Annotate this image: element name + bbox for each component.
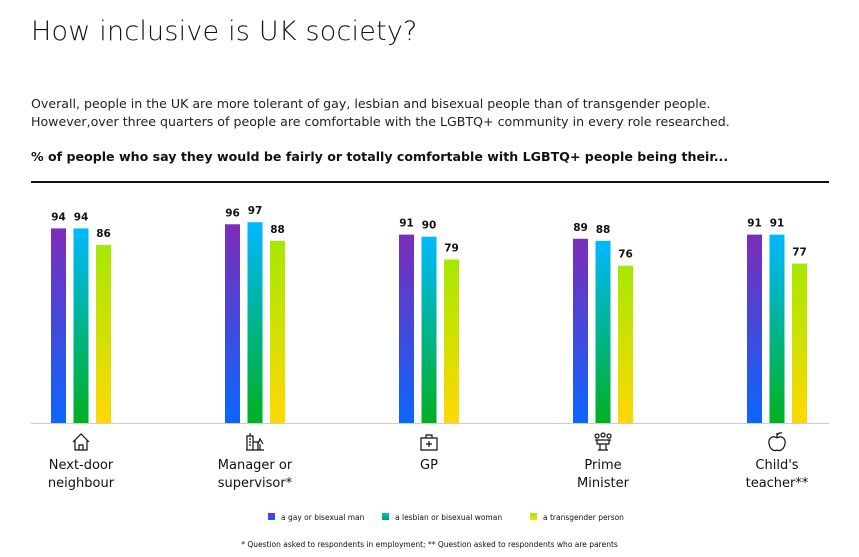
bar: [618, 265, 633, 423]
bar: [225, 224, 240, 423]
house-icon: [72, 433, 90, 451]
description-line: However,over three quarters of people ar…: [31, 114, 730, 129]
apple-icon: [768, 432, 786, 452]
legend-label: a lesbian or bisexual woman: [395, 513, 502, 522]
category-label: Child's: [755, 458, 798, 473]
data-label: 91: [747, 218, 762, 230]
podium-icon: [594, 432, 612, 451]
legend-swatch: [382, 513, 389, 520]
category-label: supervisor*: [218, 476, 293, 491]
data-label: 91: [399, 218, 414, 230]
bar: [573, 238, 588, 423]
category-label: GP: [420, 458, 438, 473]
data-label: 96: [225, 207, 240, 219]
category-label: Prime: [584, 458, 621, 473]
data-label: 77: [792, 247, 807, 259]
bar: [96, 244, 111, 423]
description-line: Overall, people in the UK are more toler…: [31, 96, 711, 111]
data-label: 97: [248, 205, 263, 217]
category-label: Minister: [577, 476, 630, 491]
data-label: 90: [422, 220, 437, 232]
medical-bag-icon: [420, 434, 438, 451]
bar: [769, 234, 785, 423]
chart-subtitle: % of people who say they would be fairly…: [31, 149, 729, 164]
bar: [792, 263, 807, 423]
data-label: 94: [51, 211, 66, 223]
bar-chart: 94 94 86 Next-door neighbour 96 97 88 Manager or…: [31, 205, 829, 522]
data-label: 79: [444, 242, 459, 254]
bar: [421, 236, 437, 423]
legend-label: a transgender person: [543, 513, 624, 522]
data-label: 86: [96, 228, 111, 240]
data-label: 91: [770, 218, 785, 230]
legend-swatch: [268, 513, 275, 520]
bar: [247, 222, 263, 423]
data-label: 76: [618, 249, 633, 261]
bar: [51, 228, 66, 423]
data-label: 89: [573, 222, 588, 234]
data-label: 88: [596, 224, 611, 236]
category-label: teacher**: [746, 476, 809, 491]
legend-label: a gay or bisexual man: [281, 513, 365, 522]
category-label: Manager or: [218, 458, 293, 473]
data-label: 94: [74, 211, 89, 223]
legend-swatch: [530, 513, 537, 520]
bar: [747, 234, 762, 423]
office-building-icon: [246, 433, 264, 451]
category-label: neighbour: [48, 476, 115, 491]
bar: [73, 228, 89, 423]
bar: [270, 240, 285, 423]
divider: [31, 181, 829, 183]
page-title: How inclusive is UK society?: [31, 16, 418, 47]
description: Overall, people in the UK are more toler…: [31, 95, 730, 131]
footnote: * Question asked to respondents in emplo…: [241, 540, 618, 549]
category-label: Next-door: [49, 458, 114, 473]
bar: [444, 259, 459, 423]
data-label: 88: [270, 224, 285, 236]
bar: [595, 240, 611, 423]
bar: [399, 234, 414, 423]
